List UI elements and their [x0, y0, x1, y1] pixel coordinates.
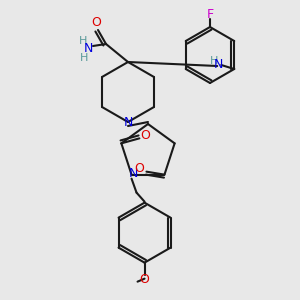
Text: O: O: [140, 129, 150, 142]
Text: H: H: [80, 53, 88, 63]
Text: F: F: [206, 8, 214, 20]
Text: N: N: [214, 58, 223, 70]
Text: O: O: [140, 273, 149, 286]
Text: H: H: [210, 56, 218, 66]
Text: O: O: [134, 162, 144, 175]
Text: O: O: [91, 16, 101, 28]
Text: H: H: [79, 36, 87, 46]
Text: N: N: [129, 167, 138, 180]
Text: N: N: [83, 43, 93, 56]
Text: N: N: [123, 116, 133, 130]
